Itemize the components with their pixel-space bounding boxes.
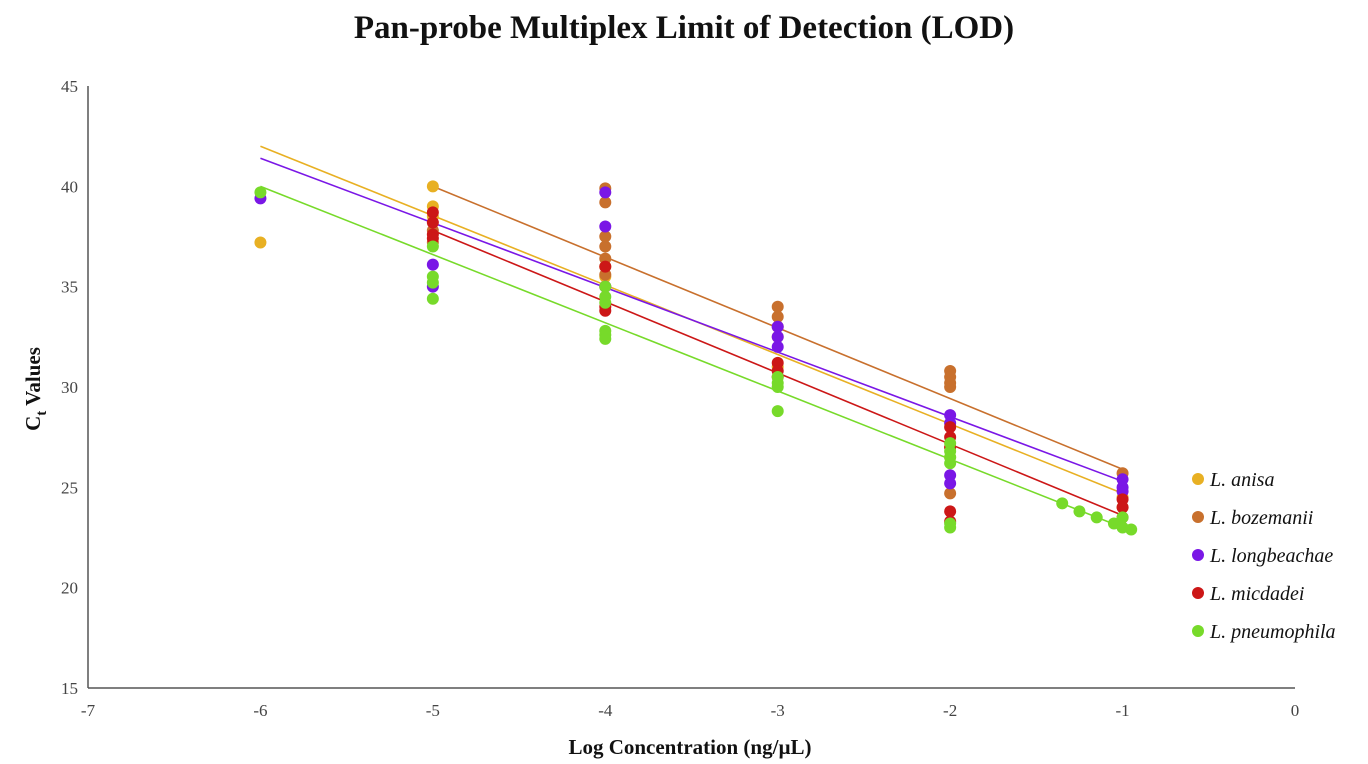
- data-point: [1125, 523, 1138, 536]
- data-point: [771, 381, 784, 393]
- y-tick-label: 40: [61, 177, 78, 196]
- legend-marker: [1192, 625, 1204, 637]
- data-point: [426, 206, 439, 219]
- x-tick-label: -7: [81, 701, 96, 720]
- data-point: [944, 421, 957, 434]
- data-point: [1090, 511, 1103, 524]
- y-tick-label: 15: [61, 679, 78, 698]
- trendlines: [260, 145, 1123, 529]
- data-point: [599, 332, 612, 345]
- data-point: [771, 405, 784, 418]
- data-point: [599, 240, 612, 253]
- legend-label: L. pneumophila: [1209, 621, 1336, 643]
- x-tick-label: -5: [426, 701, 440, 720]
- data-point: [599, 230, 612, 243]
- data-point: [426, 292, 439, 305]
- y-axis-title: Ct Values: [21, 347, 50, 431]
- data-point: [426, 258, 439, 271]
- legend-label: L. longbeachae: [1209, 545, 1333, 567]
- legend-label: L. micdadei: [1209, 583, 1304, 605]
- chart-title: Pan-probe Multiplex Limit of Detection (…: [353, 10, 1015, 46]
- y-tick-label: 30: [61, 378, 78, 397]
- x-axis-title: Log Concentration (ng/µL): [568, 735, 811, 759]
- legend-marker: [1192, 473, 1204, 485]
- x-tick-label: -1: [1115, 701, 1129, 720]
- y-axis-title-subscript: t: [34, 411, 50, 416]
- trendline: [260, 185, 1123, 529]
- data-points: [254, 180, 1138, 536]
- data-point: [944, 477, 957, 490]
- data-point: [1116, 511, 1129, 524]
- legend-marker: [1192, 587, 1204, 599]
- data-point: [1116, 501, 1129, 514]
- legend-label: L. bozemanii: [1209, 507, 1313, 529]
- data-point: [426, 240, 439, 253]
- axes: [87, 86, 1295, 689]
- y-tick-label: 45: [61, 77, 78, 96]
- data-point: [254, 236, 267, 249]
- data-point: [944, 381, 957, 393]
- data-point: [599, 186, 612, 199]
- y-tick-label: 35: [61, 278, 78, 297]
- x-tick-label: -3: [771, 701, 785, 720]
- x-tick-label: -4: [598, 701, 613, 720]
- data-point: [1056, 497, 1069, 510]
- data-point: [426, 216, 439, 229]
- y-axis-title-rest: Values: [21, 347, 45, 411]
- legend-marker: [1192, 549, 1204, 561]
- data-point: [944, 457, 957, 470]
- legend-marker: [1192, 511, 1204, 523]
- data-point: [771, 340, 784, 353]
- data-point: [599, 280, 612, 293]
- data-point: [944, 521, 957, 534]
- trendline: [260, 157, 1123, 483]
- tick-labels: -7 -6 -5 -4 -3 -2 -1 0 15 20 25 30 35 40 45: [61, 77, 1299, 720]
- data-point: [254, 186, 267, 199]
- data-point: [771, 300, 784, 313]
- data-point: [599, 260, 612, 273]
- data-point: [944, 487, 957, 500]
- legend-label: L. anisa: [1209, 469, 1274, 491]
- data-point: [599, 220, 612, 233]
- data-point: [944, 505, 957, 518]
- x-tick-label: 0: [1291, 701, 1300, 720]
- data-point: [771, 310, 784, 323]
- y-tick-label: 25: [61, 478, 78, 497]
- y-tick-label: 20: [61, 579, 78, 598]
- data-point: [599, 196, 612, 209]
- data-point: [599, 296, 612, 309]
- data-point: [426, 180, 439, 193]
- data-point: [771, 330, 784, 343]
- data-point: [1073, 505, 1086, 518]
- data-point: [426, 276, 439, 289]
- x-tick-label: -2: [943, 701, 957, 720]
- legend: L. anisa L. bozemanii L. longbeachae L. mic…: [1192, 469, 1336, 643]
- y-axis-title-main: C: [21, 416, 45, 431]
- data-point: [771, 320, 784, 333]
- x-tick-label: -6: [253, 701, 267, 720]
